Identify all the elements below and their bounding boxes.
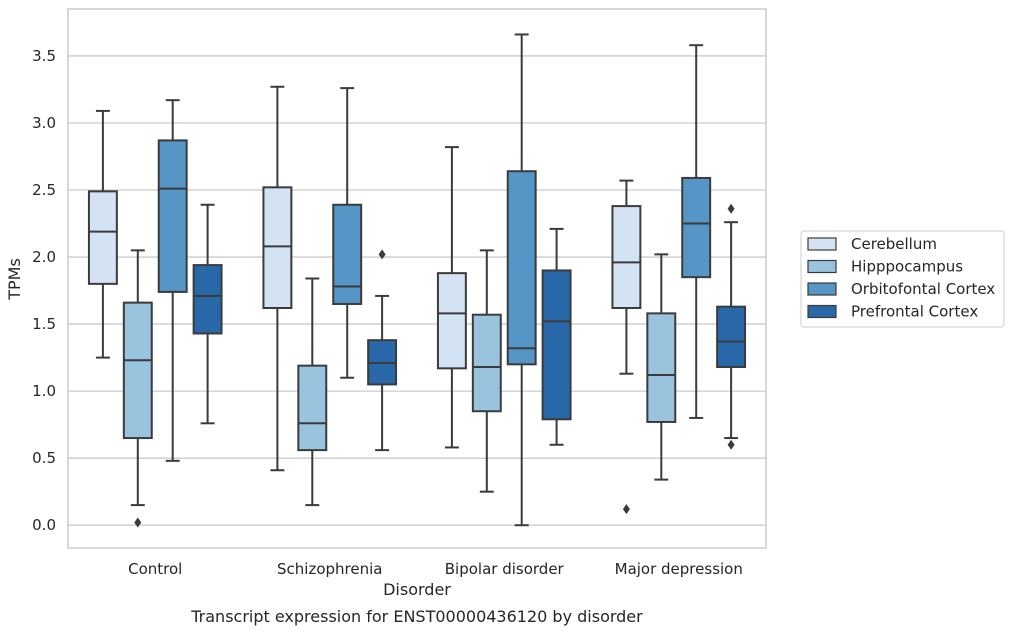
iqr-box xyxy=(157,139,188,293)
box-0-1 xyxy=(122,249,153,528)
legend-label: Prefrontal Cortex xyxy=(851,303,978,321)
y-tick-labels: 0.0 0.5 1.0 1.5 2.0 2.5 3.0 3.5 xyxy=(32,47,56,534)
box-3-1 xyxy=(646,253,677,481)
iqr-box xyxy=(192,264,223,335)
box-2-3 xyxy=(541,227,572,446)
legend-label: Cerebellum xyxy=(851,235,937,253)
x-tick-label: Bipolar disorder xyxy=(445,560,565,578)
outlier-point xyxy=(727,439,735,450)
iqr-box xyxy=(297,364,328,452)
iqr-box xyxy=(681,176,712,279)
box-1-1 xyxy=(297,277,328,507)
iqr-box xyxy=(87,190,118,285)
y-tick-label: 0.5 xyxy=(32,449,56,467)
legend-swatch xyxy=(807,304,837,319)
x-tick-label: Schizophrenia xyxy=(277,560,382,578)
x-tick-labels: Control Schizophrenia Bipolar disorder Majo… xyxy=(128,560,743,578)
legend-label: Orbitofontal Cortex xyxy=(851,280,995,298)
box-2-2 xyxy=(506,33,537,527)
legend-swatch xyxy=(807,259,837,274)
x-tick-label: Major depression xyxy=(615,560,743,578)
y-tick-label: 2.0 xyxy=(32,248,56,266)
boxes xyxy=(87,33,747,528)
box-1-3 xyxy=(367,249,398,452)
legend: Cerebellum Hipppocampus Orbitofontal Corte… xyxy=(800,230,1005,328)
iqr-box xyxy=(471,313,502,413)
x-axis-label: Disorder xyxy=(383,580,451,599)
legend-swatch xyxy=(807,282,837,296)
legend-frame xyxy=(800,230,1005,328)
y-tick-label: 1.5 xyxy=(32,315,56,333)
iqr-box xyxy=(716,305,747,368)
outlier-point xyxy=(134,517,142,528)
iqr-box xyxy=(611,205,642,309)
chart-caption: Transcript expression for ENST0000043612… xyxy=(190,607,643,626)
y-tick-label: 3.0 xyxy=(32,114,56,132)
y-tick-label: 1.0 xyxy=(32,382,56,400)
box-0-2 xyxy=(157,99,188,462)
box-3-0 xyxy=(611,179,642,515)
y-tick-label: 0.0 xyxy=(32,516,56,534)
box-1-0 xyxy=(262,85,293,472)
iqr-box xyxy=(332,203,363,305)
box-0-0 xyxy=(87,109,118,359)
box-2-1 xyxy=(471,249,502,493)
y-tick-label: 3.5 xyxy=(32,47,56,65)
box-1-2 xyxy=(332,87,363,379)
box-2-0 xyxy=(436,146,467,449)
plot-frame xyxy=(67,8,767,549)
y-axis-label: TPMs xyxy=(5,258,24,301)
x-tick-label: Control xyxy=(128,560,182,578)
legend-swatch xyxy=(807,237,837,251)
iqr-box xyxy=(436,272,467,370)
outlier-point xyxy=(622,504,630,515)
box-3-2 xyxy=(681,44,712,419)
iqr-box xyxy=(262,186,293,309)
outlier-point xyxy=(727,203,735,214)
iqr-box xyxy=(646,312,677,423)
legend-label: Hipppocampus xyxy=(851,258,963,276)
box-3-3 xyxy=(716,203,747,450)
iqr-box xyxy=(122,301,153,440)
iqr-box xyxy=(541,269,572,421)
y-tick-label: 2.5 xyxy=(32,181,56,199)
iqr-box xyxy=(506,170,537,366)
box-0-3 xyxy=(192,203,223,425)
outlier-point xyxy=(378,249,386,260)
